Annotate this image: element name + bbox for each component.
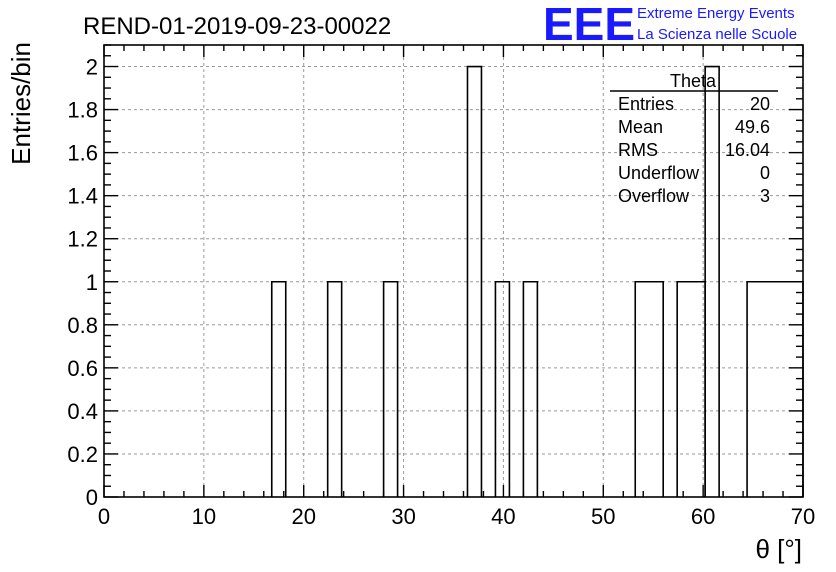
stats-value-entries: 20 [750,94,770,114]
x-tick-label: 10 [192,504,216,529]
stats-label-entries: Entries [618,94,674,114]
y-tick-label: 0.8 [67,313,98,338]
histogram-bar [270,280,287,497]
eee-logo: EEE Extreme Energy Events La Scienza nel… [543,0,797,50]
plot-frame [103,44,804,498]
y-axis-label: Entries/bin [6,42,36,165]
stats-label-underflow: Underflow [618,163,700,183]
x-tick-label: 40 [491,504,515,529]
chart-title: REND-01-2019-09-23-00022 [83,13,391,40]
x-axis-label: θ [°] [755,534,802,564]
x-tick-label: 20 [291,504,315,529]
y-tick-label: 1 [86,270,98,295]
histogram-bar [466,65,483,497]
x-tick-label: 70 [791,504,815,529]
y-tick-label: 1.6 [67,141,98,166]
logo-line-1: Extreme Energy Events [637,5,795,22]
y-tick-label: 1.4 [67,184,98,209]
grid-lines [104,45,803,497]
histogram-bar [676,280,706,497]
histogram-bar [704,65,720,497]
eee-logo-mark: EEE [543,0,635,50]
histogram-bar [746,280,804,497]
stats-label-rms: RMS [618,140,658,160]
y-tick-label: 0 [86,485,98,510]
logo-line-2: La Scienza nelle Scuole [637,26,797,43]
x-tick-label: 30 [391,504,415,529]
histogram-bar [634,280,665,497]
y-tick-label: 2 [86,55,98,80]
y-tick-label: 1.8 [67,98,98,123]
stats-value-rms: 16.04 [725,140,770,160]
histogram-bars [270,65,804,497]
stats-value-underflow: 0 [760,163,770,183]
x-tick-label: 0 [98,504,110,529]
axis-ticks: 0 10 20 30 40 50 60 7000.20.40.60.811.21.41.61.… [67,44,815,529]
stats-box: Theta Entries 20 Mean 49.6 RMS 16.04 Und… [610,71,778,206]
x-tick-label: 50 [591,504,615,529]
y-tick-label: 0.4 [67,399,98,424]
histogram-bar [326,280,343,497]
stats-title: Theta [670,71,717,91]
histogram-bar [522,280,539,497]
histogram-bar [382,280,399,497]
histogram-bar [494,280,511,497]
y-tick-label: 0.2 [67,442,98,467]
stats-label-mean: Mean [618,117,663,137]
stats-value-overflow: 3 [760,186,770,206]
y-tick-label: 1.2 [67,227,98,252]
x-tick-label: 60 [691,504,715,529]
stats-label-overflow: Overflow [618,186,690,206]
y-tick-label: 0.6 [67,356,98,381]
stats-value-mean: 49.6 [735,117,770,137]
plot-border [103,44,804,498]
